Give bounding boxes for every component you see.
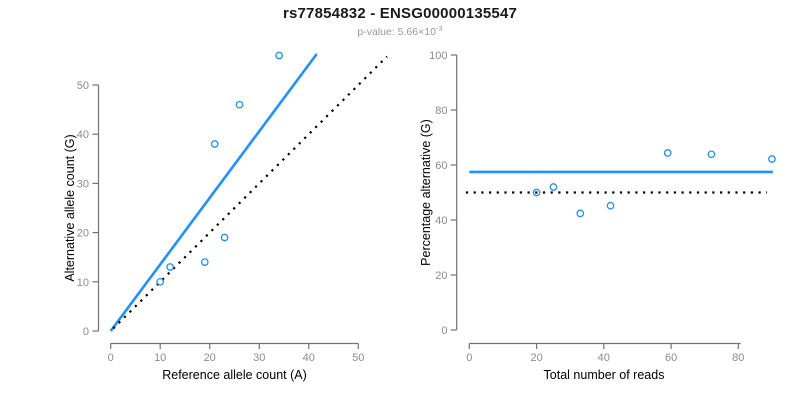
x-tick-label: 20 [530,352,542,364]
data-point [235,100,244,109]
y-tick-label: 50 [77,80,89,92]
data-points [532,149,776,218]
percentage-vs-reads-scatter-panel: 0 20 40 60 80 0 20 40 60 80 100 Total number of rea… [419,50,776,382]
identity-line [112,55,388,330]
x-tick-label: 60 [665,352,677,364]
y-axis-title: Alternative allele count (G) [63,134,77,281]
y-tick-label: 0 [83,326,89,338]
x-tick-label: 10 [154,352,166,364]
data-point [166,263,174,271]
data-point [532,188,541,197]
data-point [663,149,672,157]
p-value-text: p-value: 5.66×10 [357,26,436,38]
y-tick-label: 10 [77,277,89,289]
x-tick-label: 30 [253,352,265,364]
x-tick-label: 50 [352,352,364,364]
data-point [768,155,776,163]
data-point [200,258,209,266]
x-tick-label: 20 [204,352,216,364]
data-point [275,51,283,60]
p-value-exponent: -3 [435,24,443,33]
data-point [210,140,219,148]
x-axis [110,342,359,349]
data-point [549,183,558,191]
y-tick-label: 20 [435,270,447,282]
y-tick-label: 40 [435,215,447,227]
p-value-subtitle: p-value: 5.66×10-3 [0,24,800,38]
y-tick-label: 60 [435,160,447,172]
x-axis-title: Total number of reads [544,368,665,382]
y-axis [92,84,100,332]
data-point [220,233,229,242]
allele-counts-scatter-panel: 0 10 20 30 40 50 0 10 20 30 40 50 Reference allele c… [63,51,388,382]
regression-line [109,53,318,332]
y-tick-label: 20 [77,228,89,240]
data-points [156,51,283,286]
data-point [707,150,716,159]
y-axis [450,54,458,331]
x-axis-title: Reference allele count (A) [162,368,307,382]
y-tick-label: 80 [435,105,447,117]
y-tick-label: 100 [429,50,447,62]
x-tick-label: 80 [732,352,744,364]
y-axis-title: Percentage alternative (G) [419,119,433,266]
x-tick-label: 40 [303,352,315,364]
y-tick-label: 40 [77,129,89,141]
x-tick-label: 0 [108,352,114,364]
data-point [156,277,165,286]
x-axis [468,342,741,349]
y-tick-label: 0 [441,325,447,337]
data-point [576,209,585,218]
y-tick-label: 30 [77,178,89,190]
x-tick-label: 0 [466,352,472,364]
x-tick-label: 40 [598,352,610,364]
figure-title: rs77854832 - ENSG00000135547 [282,5,518,22]
data-point [606,201,615,210]
